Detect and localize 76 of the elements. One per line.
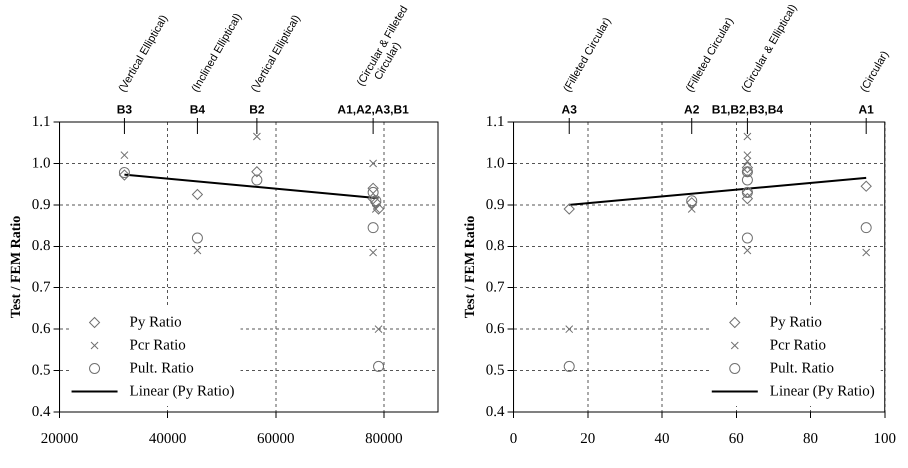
- annotation: A1,A2,A3,B1: [337, 102, 410, 116]
- y-axis-title: Test / FEM Ratio: [463, 216, 478, 318]
- point: [743, 132, 752, 141]
- point: [743, 246, 752, 254]
- point: [742, 174, 753, 186]
- point: [368, 193, 379, 204]
- x-tick-label: 20: [580, 430, 596, 447]
- x-tick-label: 100: [874, 430, 896, 447]
- point: [862, 248, 870, 257]
- point: [118, 167, 130, 178]
- x-tick-label: 40: [654, 430, 670, 447]
- point: [860, 222, 872, 234]
- legend-label: Linear (Py Ratio): [130, 383, 235, 400]
- point: [742, 162, 753, 174]
- legend-label: Pult. Ratio: [130, 360, 194, 376]
- y-tick-label: 0.4: [486, 404, 506, 420]
- y-tick-label: 0.4: [32, 404, 52, 420]
- point: [193, 246, 202, 254]
- annotation: A1: [858, 102, 874, 116]
- y-tick-label: 0.6: [32, 321, 52, 338]
- annotation: B4: [190, 102, 206, 116]
- point: [860, 180, 872, 192]
- y-tick-label: 0.5: [486, 362, 505, 379]
- point: [192, 232, 203, 244]
- annotation: B2: [249, 102, 265, 116]
- point: [368, 222, 379, 234]
- point: [565, 325, 574, 334]
- annotation: B1,B2,B3,B4: [712, 102, 784, 116]
- annotation: A3: [562, 102, 578, 116]
- point: [688, 204, 696, 214]
- point: [373, 204, 384, 214]
- point: [564, 360, 575, 372]
- y-tick-label: 0.6: [486, 321, 506, 338]
- point: [742, 232, 753, 244]
- point: [369, 159, 378, 168]
- legend-label: Pcr Ratio: [130, 337, 186, 354]
- y-tick-label: 0.8: [32, 238, 51, 254]
- point: [374, 325, 383, 334]
- x-tick-label: 60000: [257, 430, 295, 447]
- y-tick-label: 0.5: [32, 362, 51, 379]
- point: [742, 193, 753, 204]
- legend-label: Linear (Py Ratio): [770, 383, 875, 400]
- y-tick-label: 0.7: [32, 280, 52, 296]
- y-axis-title: Test / FEM Ratio: [9, 216, 24, 318]
- y-tick-label: 1.0: [486, 155, 505, 172]
- y-tick-label: 0.9: [486, 196, 505, 213]
- x-tick-label: 20000: [40, 430, 78, 447]
- point: [368, 182, 379, 194]
- y-tick-label: 1.1: [32, 114, 51, 130]
- x-tick-label: 60: [728, 430, 744, 447]
- legend-label: Pult. Ratio: [770, 360, 834, 376]
- x-tick-label: 80000: [365, 430, 403, 447]
- point: [252, 132, 261, 141]
- y-tick-label: 0.7: [486, 280, 506, 296]
- y-tick-label: 1.1: [486, 114, 505, 130]
- point: [120, 151, 128, 160]
- legend-label: Py Ratio: [130, 314, 182, 330]
- legend-label: Py Ratio: [770, 314, 822, 330]
- legend-label: Pcr Ratio: [770, 337, 826, 354]
- point: [564, 204, 575, 214]
- point: [251, 174, 262, 186]
- point: [369, 248, 378, 257]
- point: [118, 170, 130, 181]
- point: [373, 360, 384, 372]
- x-tick-label: 40000: [148, 430, 186, 447]
- point: [251, 166, 262, 178]
- annotation: A2: [684, 102, 700, 116]
- y-tick-label: 1.0: [32, 155, 51, 172]
- y-tick-label: 0.8: [486, 238, 505, 254]
- point: [368, 186, 379, 198]
- y-tick-label: 0.9: [32, 196, 51, 213]
- annotation: B3: [116, 102, 132, 116]
- point: [372, 204, 380, 214]
- x-tick-label: 80: [803, 430, 818, 447]
- point: [192, 189, 203, 200]
- x-tick-label: 0: [510, 430, 518, 447]
